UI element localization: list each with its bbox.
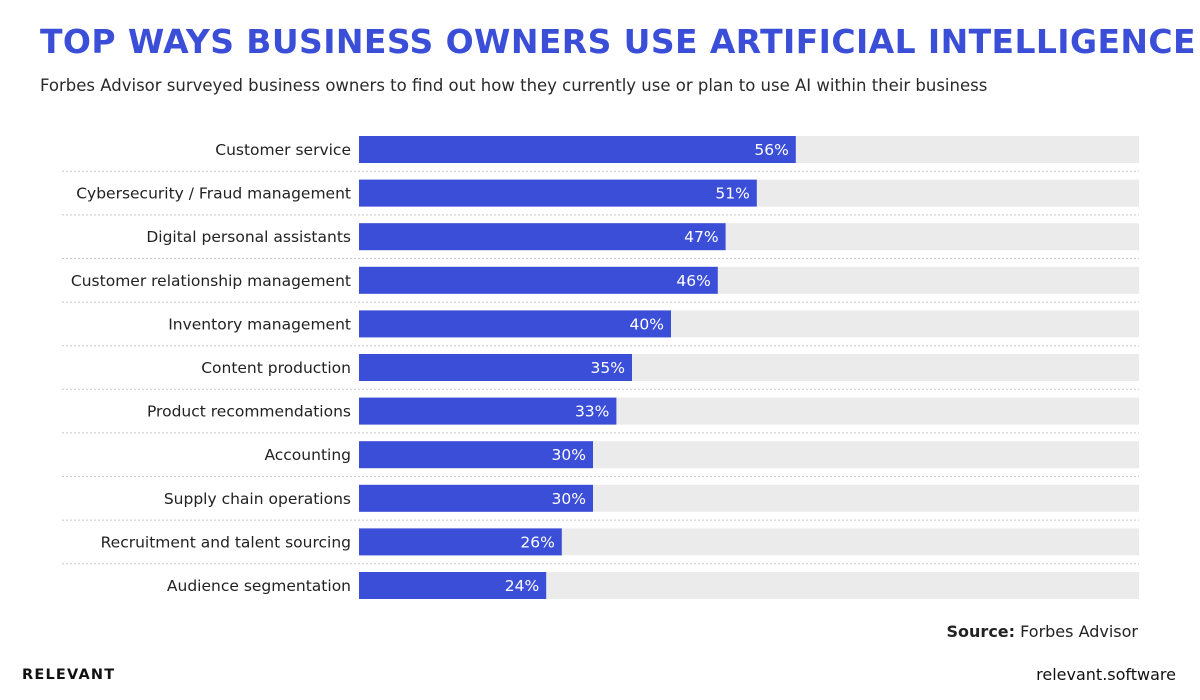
bar [359,441,593,469]
value-label: 30% [552,490,586,508]
value-label: 35% [591,359,625,377]
category-label: Product recommendations [147,403,351,421]
chart-subtitle: Forbes Advisor surveyed business owners … [40,76,988,95]
category-label: Supply chain operations [164,490,351,508]
value-label: 47% [684,228,718,246]
value-label: 56% [754,141,788,159]
source-label: Source: [946,622,1016,641]
source-value: Forbes Advisor [1020,622,1138,641]
category-label: Cybersecurity / Fraud management [76,185,351,203]
bar [359,397,617,425]
bar [359,572,547,599]
chart-title: TOP WAYS BUSINESS OWNERS USE ARTIFICIAL … [40,22,1196,61]
category-label: Content production [201,359,351,377]
value-label: 46% [676,272,710,290]
bar [359,310,671,338]
category-label: Customer service [215,141,351,159]
category-label: Audience segmentation [167,577,351,595]
bars [359,136,796,599]
category-label: Accounting [264,446,351,464]
brand-logo: RELEVANT [22,667,116,683]
category-labels: Customer service Cybersecurity / Fraud ma… [71,141,351,595]
bar [359,484,593,512]
row-dividers [62,170,1139,565]
bar [359,136,796,163]
bar [359,528,562,556]
category-label: Customer relationship management [71,272,351,290]
bar [359,354,632,381]
value-label: 51% [715,185,749,203]
value-labels: 56% 51% 47% 46% 40% 35% 33% 30% 30% 26% 24% [505,141,789,595]
value-label: 40% [630,315,664,333]
bar [359,179,757,207]
category-label: Recruitment and talent sourcing [101,533,351,551]
category-label: Digital personal assistants [146,228,351,246]
category-label: Inventory management [168,315,351,333]
value-label: 33% [575,403,609,421]
value-label: 26% [520,533,554,551]
bar [359,223,726,251]
value-label: 24% [505,577,539,595]
source-note: Source: Forbes Advisor [947,622,1138,641]
value-label: 30% [552,446,586,464]
bar [359,266,718,294]
site-url: relevant.software [1036,665,1176,684]
